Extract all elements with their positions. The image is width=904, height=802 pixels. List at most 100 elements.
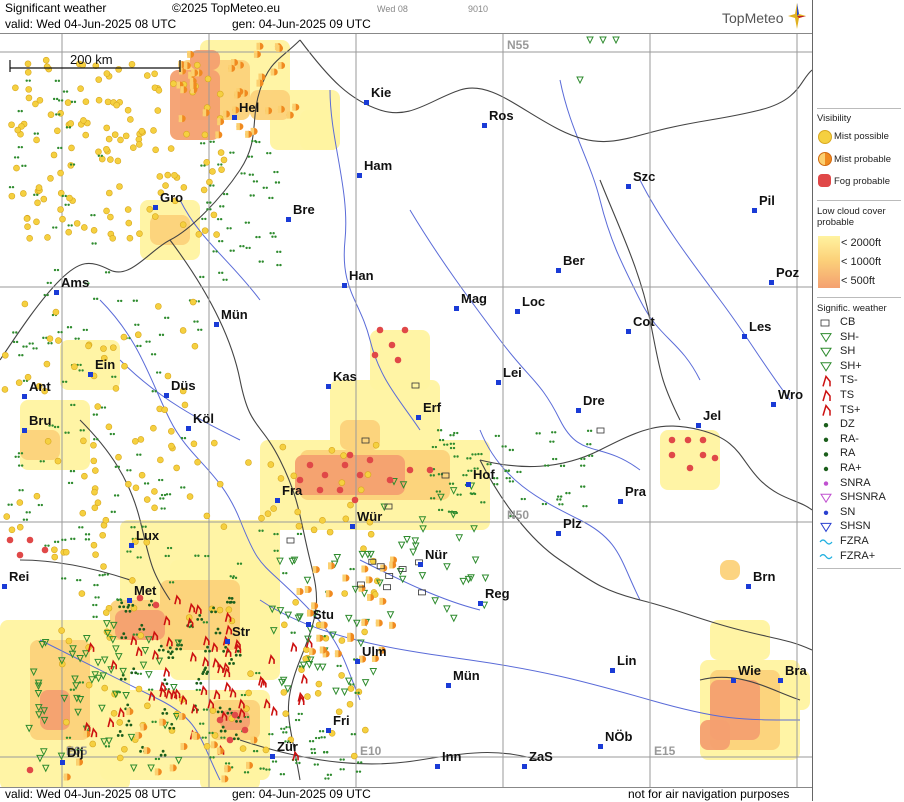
mist-possible-icon — [319, 517, 326, 524]
drizzle-icon — [111, 375, 117, 379]
shower-icon — [119, 667, 127, 676]
city-label: Jel — [703, 408, 722, 423]
drizzle-icon — [180, 436, 187, 440]
city-marker — [186, 426, 191, 431]
shower-icon — [29, 668, 38, 677]
mist-possible-icon — [357, 486, 365, 494]
drizzle-icon — [116, 299, 123, 303]
drizzle-icon — [206, 208, 212, 211]
weather-map[interactable]: N55 N50 E05 E10 E15 200 km Kie Hel Ros Ham S… — [0, 0, 812, 801]
run-id: 9010 — [468, 4, 489, 14]
copyright: ©2025 TopMeteo.eu — [172, 1, 281, 15]
shower-icon — [296, 613, 304, 621]
drizzle-icon — [66, 326, 73, 329]
city-marker — [626, 329, 631, 334]
mist-possible-icon — [24, 373, 32, 381]
mist-possible-icon — [98, 155, 106, 163]
drizzle-icon — [580, 485, 586, 488]
city-label: Zür — [277, 739, 298, 754]
mist-probable-icon — [334, 650, 342, 658]
drizzle-icon — [12, 340, 19, 344]
mist-possible-icon — [8, 192, 16, 200]
shower-icon — [91, 671, 100, 679]
fog-icon — [16, 551, 24, 559]
drizzle-icon — [324, 777, 330, 780]
mist-possible-icon — [33, 218, 40, 226]
drizzle-icon — [104, 271, 111, 274]
city-label: Inn — [442, 749, 462, 764]
drizzle-icon — [25, 79, 31, 82]
drizzle-icon — [508, 448, 515, 452]
rain-icon — [219, 725, 227, 733]
city-label: Les — [749, 319, 772, 334]
city-marker — [225, 639, 230, 644]
mist-possible-icon — [51, 546, 58, 554]
city-label: Reg — [485, 586, 510, 601]
mist-possible-icon — [203, 159, 211, 166]
mist-possible-icon — [54, 457, 62, 465]
drizzle-icon — [473, 467, 479, 470]
shower-icon — [599, 36, 607, 45]
thunderstorm-icon — [220, 710, 228, 721]
drizzle-icon — [209, 756, 215, 759]
rain-icon — [214, 627, 222, 635]
drizzle-icon — [17, 109, 23, 113]
drizzle-icon — [271, 760, 278, 763]
city-label: Met — [134, 583, 157, 598]
drizzle-icon — [551, 457, 558, 461]
fog-icon — [321, 471, 329, 479]
mist-probable-icon — [135, 731, 143, 739]
city-label: Köl — [193, 411, 214, 426]
mist-probable-icon — [380, 564, 388, 572]
mist-possible-icon — [203, 512, 211, 520]
shower-icon — [69, 645, 77, 653]
city-marker — [696, 423, 701, 428]
mist-possible-icon — [132, 484, 140, 492]
drizzle-icon — [501, 445, 507, 448]
mist-possible-icon — [189, 298, 197, 306]
mist-probable-icon — [217, 118, 225, 126]
drizzle-icon — [244, 221, 251, 224]
drizzle-icon — [318, 730, 325, 733]
drizzle-icon — [229, 249, 235, 252]
drizzle-icon — [65, 126, 72, 129]
mist-possible-icon — [366, 518, 374, 526]
fog-icon — [401, 326, 409, 334]
drizzle-icon — [219, 205, 225, 208]
rain-icon — [232, 733, 240, 741]
drizzle-icon — [69, 163, 76, 166]
city-marker — [556, 531, 561, 536]
shower-icon — [174, 756, 183, 765]
mist-probable-icon — [379, 597, 387, 605]
shower-icon — [386, 611, 395, 619]
fog-icon — [306, 461, 314, 469]
fog-icon — [341, 461, 349, 469]
mist-probable-icon — [278, 62, 286, 70]
fog-icon — [426, 466, 434, 474]
mist-possible-icon — [14, 126, 22, 134]
drizzle-icon — [255, 140, 261, 144]
shower-icon — [76, 654, 84, 663]
mist-possible-icon — [109, 344, 117, 351]
mist-possible-icon — [90, 441, 97, 449]
city-label: Dij — [67, 745, 84, 760]
mist-possible-icon — [245, 689, 252, 697]
mist-possible-icon — [102, 609, 110, 616]
drizzle-icon — [136, 556, 142, 559]
mist-possible-icon — [80, 117, 87, 124]
drizzle-icon — [25, 511, 31, 514]
drizzle-icon — [224, 762, 231, 765]
drizzle-icon — [229, 575, 235, 578]
drizzle-icon — [456, 493, 462, 496]
drizzle-icon — [339, 768, 345, 771]
mist-possible-icon — [103, 145, 110, 153]
cloud-cell — [200, 740, 260, 790]
city-label: Rei — [9, 569, 30, 584]
mist-probable-icon — [246, 761, 254, 769]
mist-possible-icon — [82, 131, 90, 139]
thunderstorm-icon — [159, 687, 166, 698]
city-marker — [326, 384, 331, 389]
shower-icon — [76, 696, 85, 704]
drizzle-icon — [67, 224, 73, 227]
mist-possible-icon — [59, 215, 66, 223]
